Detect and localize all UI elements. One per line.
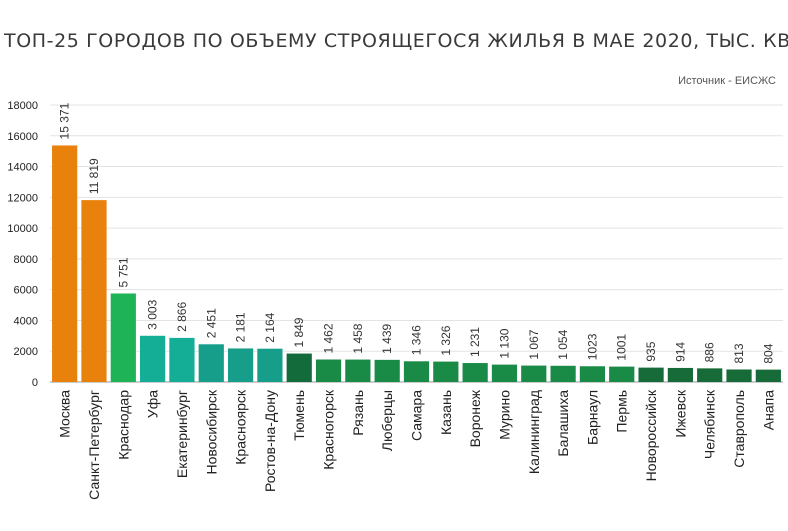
data-label: 935: [644, 341, 658, 361]
data-label: 2 866: [175, 302, 189, 332]
category-label: Челябинск: [702, 389, 718, 459]
bar: [110, 293, 136, 382]
category-label: Ижевск: [672, 389, 688, 437]
data-label: 1 346: [410, 325, 424, 355]
data-label: 15 371: [58, 102, 72, 139]
bar: [257, 348, 283, 382]
data-label: 914: [673, 342, 687, 362]
data-label: 1 067: [527, 329, 541, 359]
y-axis: 0 2000 4000 6000 8000 10000 12000 14000 16000 180…: [7, 100, 38, 389]
data-label: 886: [703, 342, 717, 362]
category-label: Пермь: [614, 390, 630, 433]
category-label: Ростов-на-Дону: [262, 390, 278, 492]
bar: [462, 363, 488, 382]
y-tick-label: 8000: [14, 254, 38, 266]
category-label: Красногорск: [321, 389, 337, 470]
category-label: Новороссийск: [643, 389, 659, 481]
bar: [638, 367, 664, 382]
y-tick-label: 10000: [7, 223, 38, 235]
bar: [755, 369, 781, 382]
bar: [52, 145, 78, 382]
bar: [140, 335, 166, 382]
bar: [609, 366, 635, 382]
data-label: 1 849: [292, 317, 306, 347]
bar: [198, 344, 224, 382]
data-label: 11 819: [87, 158, 101, 194]
category-labels: Москва Санкт-Петербург Краснодар Уфа Екатери…: [57, 389, 777, 500]
category-label: Балашиха: [555, 390, 571, 457]
y-tick-label: 2000: [14, 346, 38, 358]
data-label: 1 054: [556, 329, 570, 359]
source-note: Источник - ЕИСЖС: [678, 75, 776, 87]
bar: [697, 368, 723, 382]
bar: [550, 365, 576, 382]
bars: [52, 145, 781, 382]
category-label: Тюмень: [291, 390, 307, 441]
category-label: Ставрополь: [731, 390, 747, 468]
data-label: 1 326: [439, 325, 453, 355]
bar: [521, 365, 547, 382]
data-label: 1023: [585, 333, 599, 360]
data-label: 1 462: [322, 323, 336, 353]
y-tick-label: 14000: [7, 162, 38, 174]
category-label: Мурино: [496, 390, 512, 440]
bar: [374, 359, 400, 382]
category-label: Калининград: [526, 390, 542, 474]
y-tick-label: 18000: [7, 100, 38, 112]
y-tick-label: 12000: [7, 192, 38, 204]
category-label: Рязань: [350, 390, 366, 436]
y-tick-label: 16000: [7, 131, 38, 143]
data-label: 5 751: [116, 257, 130, 287]
bar: [726, 369, 752, 382]
data-label: 1001: [615, 334, 629, 361]
category-label: Санкт-Петербург: [86, 390, 102, 500]
data-label: 2 164: [263, 312, 277, 342]
data-label: 1 130: [497, 328, 511, 358]
data-label: 2 181: [234, 312, 248, 342]
bar: [227, 348, 254, 382]
data-label: 1 458: [351, 323, 365, 353]
bar: [169, 337, 195, 382]
bar: [667, 367, 693, 382]
data-label: 1 439: [380, 323, 394, 353]
bar: [81, 200, 107, 382]
category-label: Екатеринбург: [174, 390, 190, 478]
data-label: 804: [761, 343, 775, 363]
category-label: Воронеж: [467, 389, 483, 447]
data-label: 813: [732, 343, 746, 363]
data-labels: 15 371 11 819 5 751 3 003 2 866 2 451 2 181 2 1…: [58, 102, 776, 363]
bar: [403, 361, 430, 382]
category-label: Барнаул: [584, 390, 600, 445]
bar: [315, 359, 342, 382]
category-label: Краснодар: [115, 390, 131, 460]
category-label: Анапа: [760, 390, 776, 430]
category-label: Новосибирск: [203, 389, 219, 474]
category-label: Самара: [409, 390, 425, 441]
y-tick-label: 0: [32, 377, 38, 389]
y-tick-label: 4000: [14, 315, 38, 327]
bar: [286, 353, 312, 382]
category-label: Люберцы: [379, 390, 395, 451]
bar: [579, 366, 606, 382]
y-tick-label: 6000: [14, 285, 38, 297]
chart-title: ТОП-25 ГОРОДОВ ПО ОБЪЕМУ СТРОЯЩЕГОСЯ ЖИЛ…: [4, 30, 788, 52]
bar: [491, 364, 518, 382]
data-label: 3 003: [146, 299, 160, 329]
bar: [433, 361, 459, 382]
category-label: Красноярск: [233, 389, 249, 465]
category-label: Уфа: [145, 390, 161, 418]
data-label: 2 451: [204, 308, 218, 338]
bar: [345, 359, 371, 382]
category-label: Казань: [438, 390, 454, 435]
data-label: 1 231: [468, 327, 482, 357]
category-label: Москва: [57, 390, 73, 438]
